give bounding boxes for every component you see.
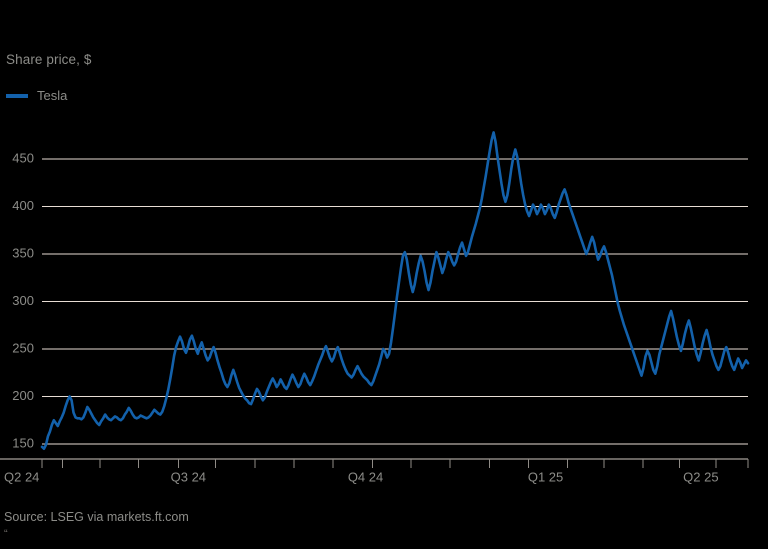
legend-label-tesla: Tesla: [37, 88, 68, 103]
y-axis-tick-label: 150: [12, 435, 34, 450]
x-axis-tick-label: Q1 25: [528, 470, 563, 485]
x-axis-tick-label: Q2 24: [4, 470, 39, 485]
y-axis-tick-label: 200: [12, 388, 34, 403]
x-axis-tick-label: Q3 24: [171, 470, 206, 485]
legend-swatch-tesla: [6, 94, 28, 98]
y-axis-tick-label: 300: [12, 293, 34, 308]
series-line-tesla: [40, 131, 750, 451]
chart-legend: Tesla: [6, 88, 67, 104]
y-axis-tick-label: 450: [12, 150, 34, 165]
x-axis-tick-label: Q2 25: [683, 470, 718, 485]
y-axis-tick-label: 350: [12, 245, 34, 260]
x-axis-tick-label: Q4 24: [348, 470, 383, 485]
source-mark: “: [4, 528, 8, 540]
y-axis-tick-label: 400: [12, 198, 34, 213]
plot-area: 150 200 250 300 350 400 450 Q2 24 Q3 24 Q4 24 Q1 2…: [0, 131, 750, 485]
line-chart-svg: 150 200 250 300 350 400 450 Q2 24 Q3 24 Q4 24 Q1 2…: [0, 131, 750, 485]
source-note: Source: LSEG via markets.ft.com: [4, 510, 189, 524]
chart-title: Share price, $: [6, 52, 92, 67]
y-axis-tick-label: 250: [12, 340, 34, 355]
